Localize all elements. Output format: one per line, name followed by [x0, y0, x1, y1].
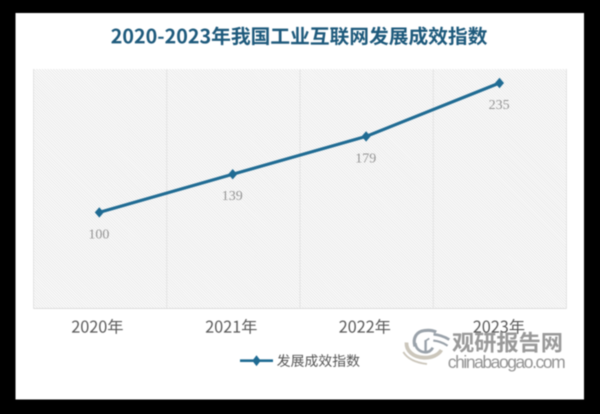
svg-text:100: 100: [88, 227, 109, 242]
svg-text:235: 235: [489, 98, 510, 113]
svg-text:chinabaogao.com: chinabaogao.com: [448, 352, 565, 372]
svg-text:179: 179: [355, 151, 376, 166]
svg-text:139: 139: [222, 189, 243, 204]
